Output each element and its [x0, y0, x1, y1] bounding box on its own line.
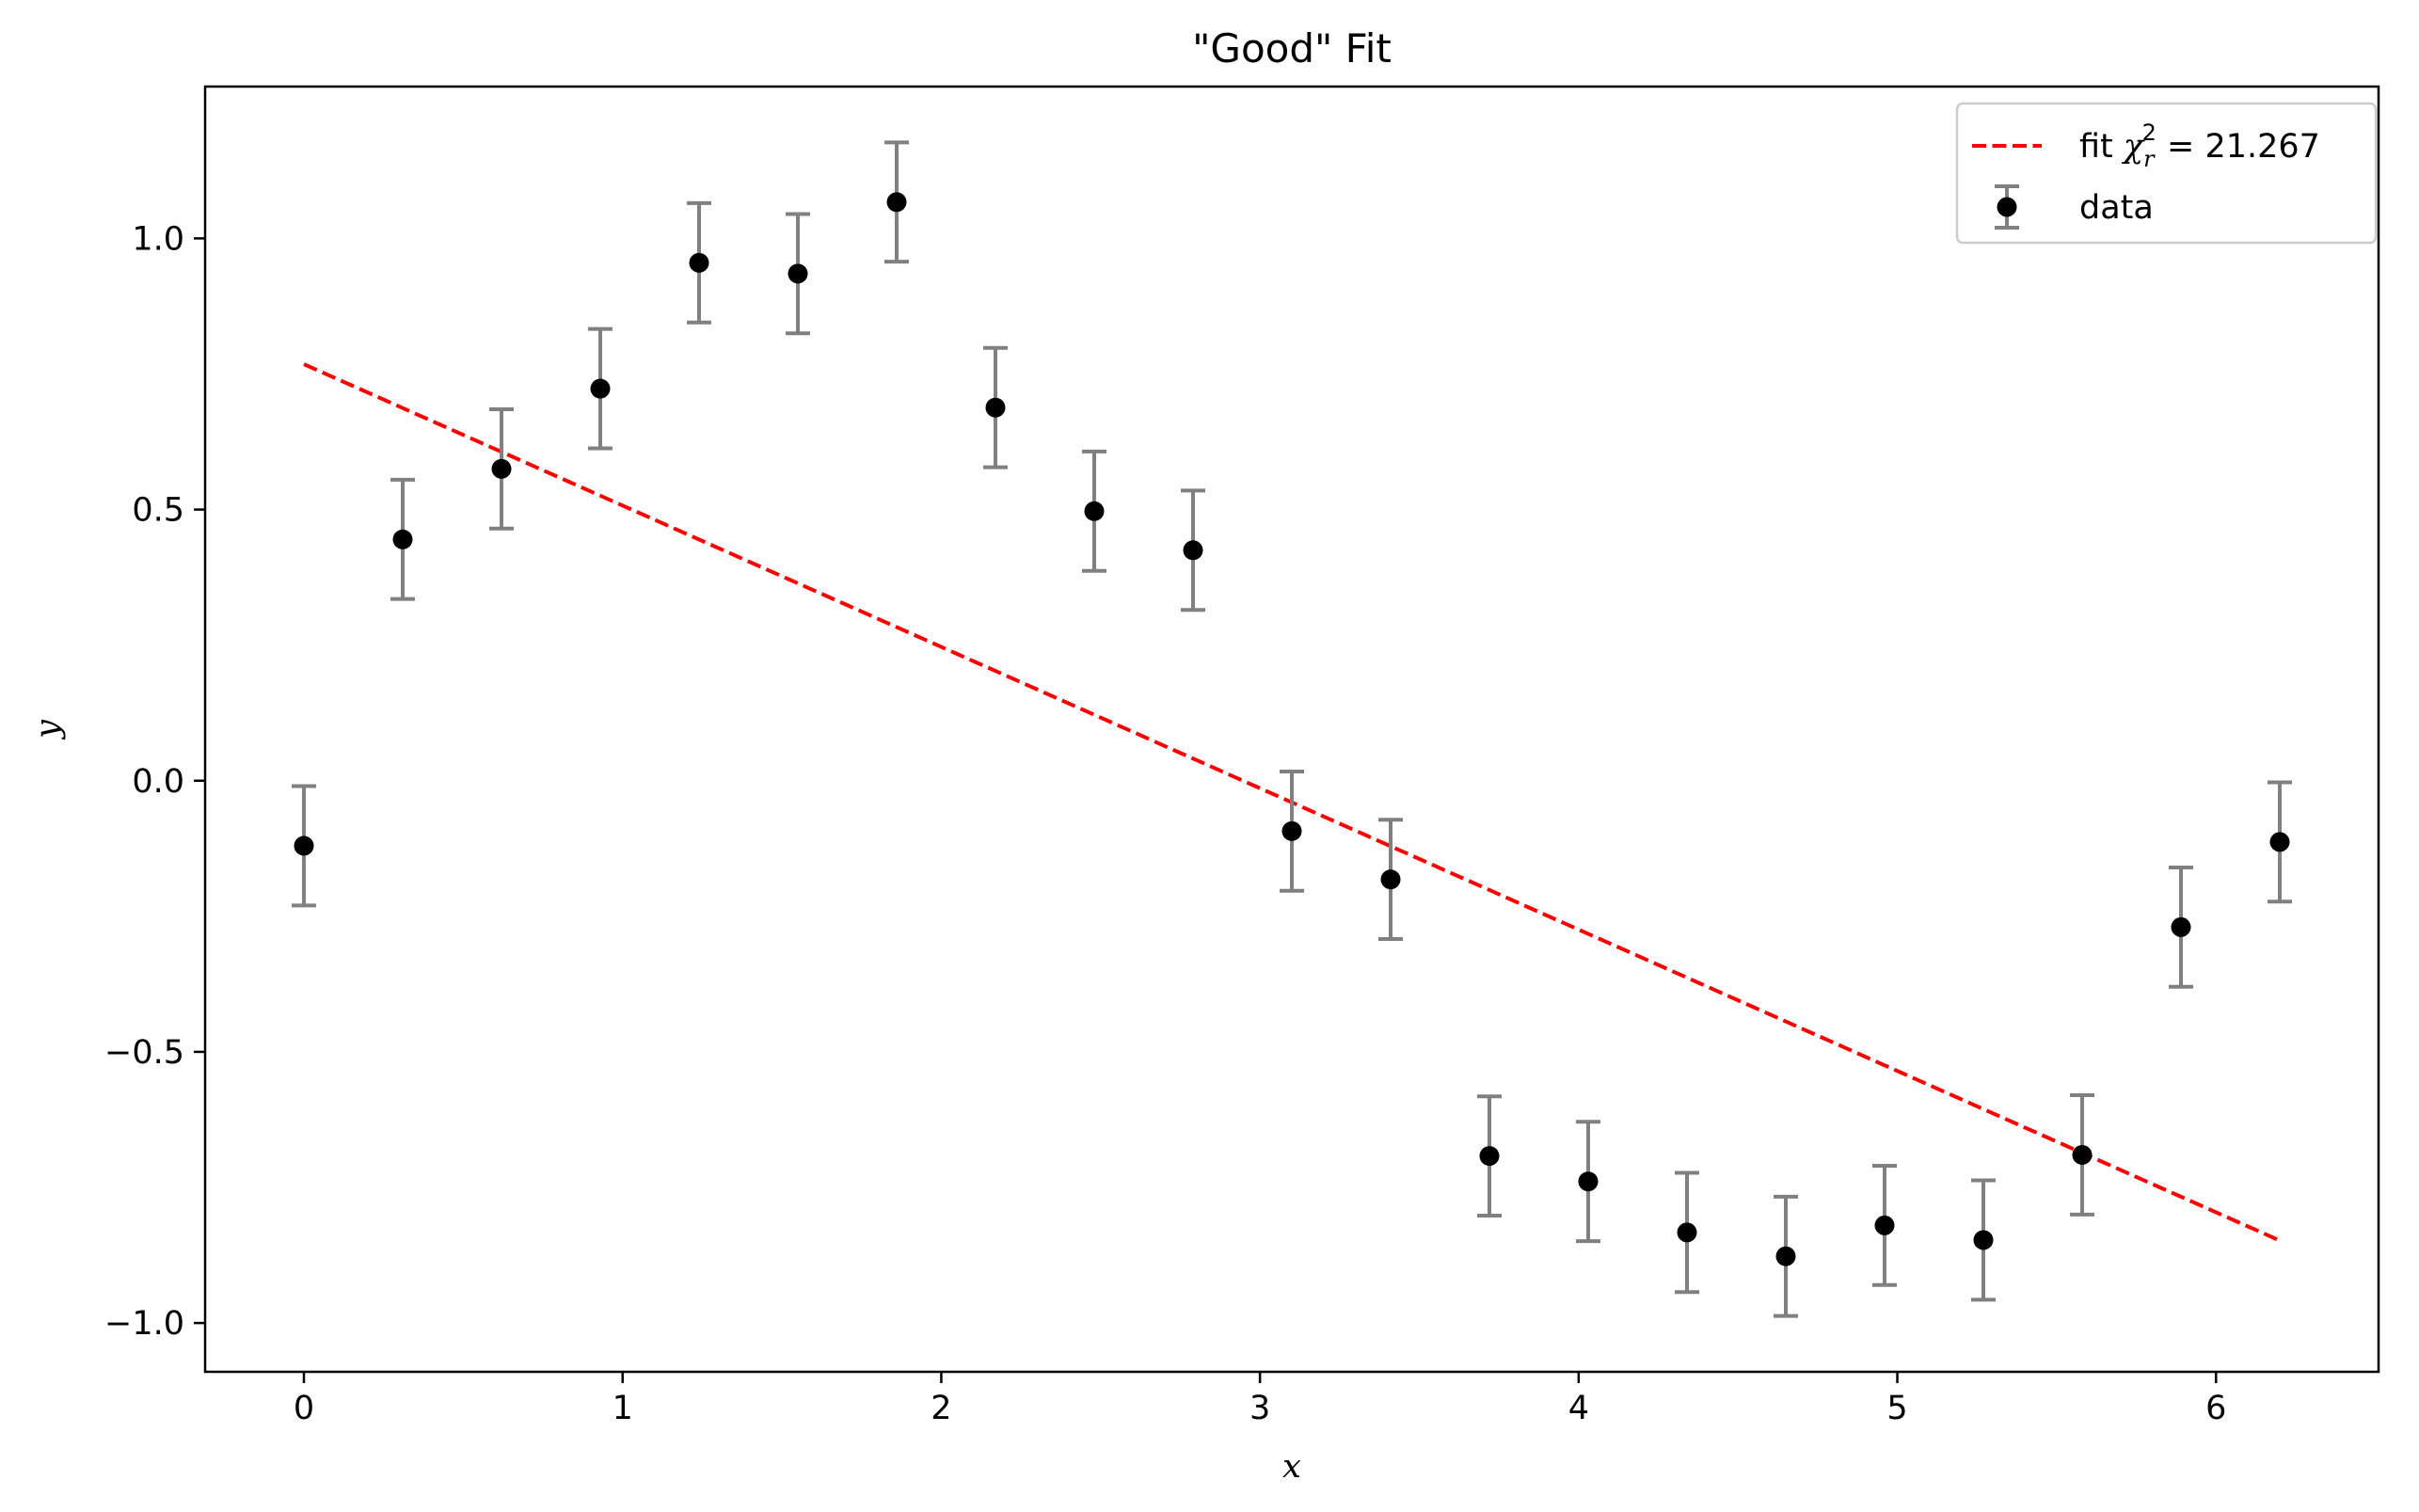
data-marker — [1183, 540, 1203, 561]
data-point — [1675, 1170, 1699, 1295]
data-point — [2169, 865, 2193, 989]
data-point — [1872, 1163, 1897, 1287]
x-axis-label: x — [1282, 1448, 1301, 1486]
data-marker — [1775, 1246, 1796, 1266]
data-marker — [1973, 1230, 1994, 1250]
x-tick-label: 1 — [613, 1390, 633, 1427]
data-point — [1280, 769, 1304, 893]
data-marker — [1281, 820, 1302, 841]
data-marker — [1084, 501, 1105, 521]
data-marker — [689, 252, 709, 273]
data-marker — [2269, 832, 2290, 852]
data-point — [588, 326, 613, 451]
x-tick-label: 4 — [1568, 1390, 1589, 1427]
data-marker — [392, 529, 413, 549]
data-point — [884, 140, 909, 264]
chart-title: "Good" Fit — [1192, 25, 1392, 72]
data-marker — [294, 836, 314, 856]
x-tick-label: 5 — [1886, 1390, 1907, 1427]
legend-data-label: data — [2079, 189, 2154, 227]
data-marker — [1874, 1215, 1895, 1235]
y-tick-label: 0.0 — [132, 763, 184, 801]
axes: 0 1 2 3 4 5 6 −1.0 −0.5 0.0 0.5 1.0 — [104, 85, 2380, 1427]
legend-fit-label: fit χr2 = 21.267 — [2079, 119, 2320, 172]
data-point — [2070, 1093, 2094, 1217]
data-marker — [788, 263, 808, 284]
data-point — [489, 406, 514, 531]
data-marker — [1479, 1146, 1500, 1167]
axes-frame — [203, 85, 2380, 1374]
data-marker — [886, 192, 907, 213]
data-point — [292, 784, 316, 908]
data-marker — [985, 397, 1006, 418]
y-tick-label: −0.5 — [104, 1034, 184, 1072]
data-marker — [1578, 1171, 1599, 1192]
data-marker — [1677, 1222, 1697, 1243]
y-tick-label: 0.5 — [132, 492, 184, 530]
data-point — [1181, 488, 1205, 613]
data-point — [1971, 1178, 1996, 1302]
x-tick-label: 6 — [2205, 1390, 2226, 1427]
y-axis-label: y — [29, 719, 67, 740]
data-point — [2268, 780, 2292, 904]
x-tick-label: 3 — [1249, 1390, 1270, 1427]
data-point — [1477, 1094, 1502, 1218]
x-tick-label: 0 — [294, 1390, 314, 1427]
data-point — [1378, 818, 1403, 942]
data-point — [1576, 1120, 1600, 1244]
legend: fit χr2 = 21.267 data — [1955, 102, 2378, 245]
data-marker — [2171, 916, 2191, 937]
y-tick-label: 1.0 — [132, 220, 184, 258]
data-point — [1082, 449, 1106, 573]
legend-box — [1955, 102, 2378, 245]
data-marker — [2072, 1144, 2093, 1165]
data-point — [786, 212, 810, 336]
data-point — [390, 477, 415, 601]
x-tick-label: 2 — [931, 1390, 951, 1427]
data-point — [1774, 1194, 1798, 1318]
data-marker — [1380, 869, 1401, 890]
legend-data-marker — [1997, 197, 2017, 217]
data-point — [983, 345, 1008, 470]
data-point — [687, 200, 711, 325]
data-marker — [491, 458, 512, 479]
data-points-layer — [292, 140, 2292, 1318]
y-tick-label: −1.0 — [104, 1305, 184, 1343]
data-marker — [590, 378, 611, 399]
